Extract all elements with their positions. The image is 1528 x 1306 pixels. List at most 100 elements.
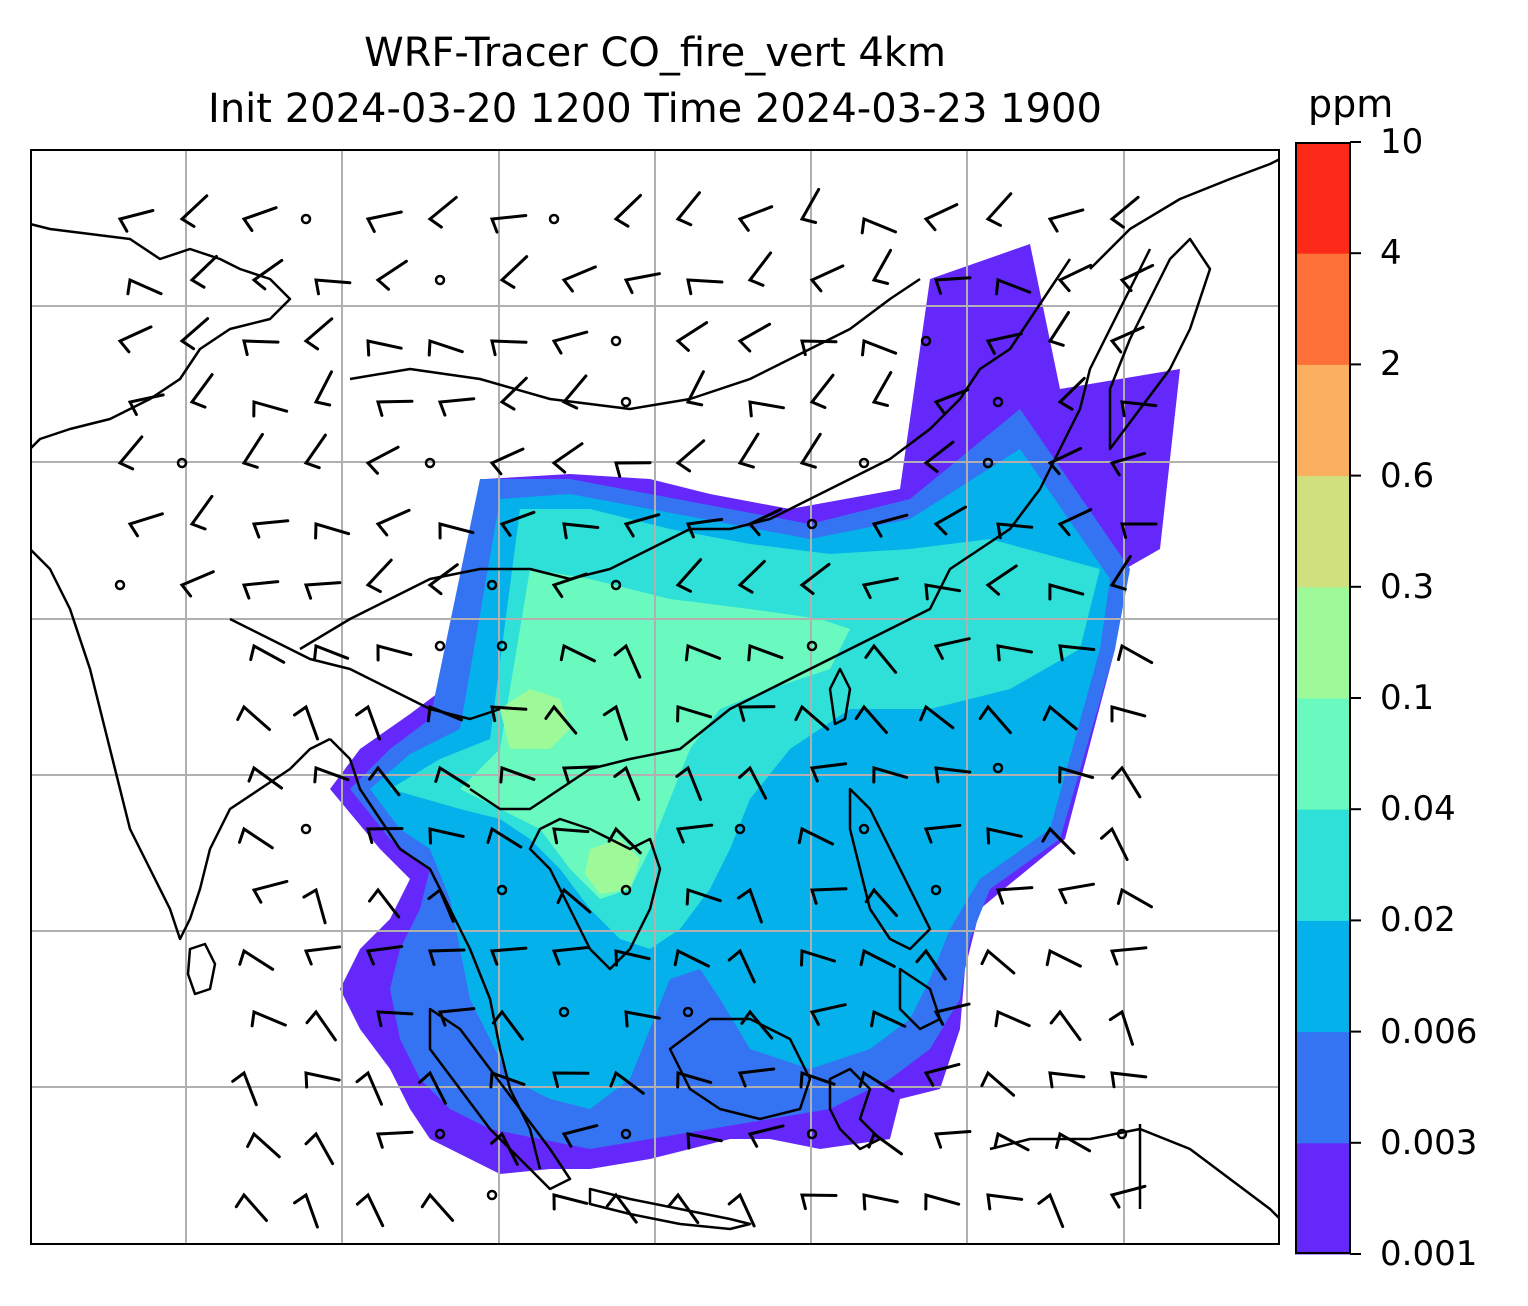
wind-barb xyxy=(368,765,401,797)
calm-circle xyxy=(300,823,312,835)
wind-barb xyxy=(355,1070,383,1106)
wind-barb xyxy=(685,370,705,407)
coastline-taiwan xyxy=(828,667,852,726)
wind-barb xyxy=(1047,208,1085,233)
calm-circle xyxy=(434,274,446,286)
wind-barb xyxy=(303,317,334,351)
wind-barb xyxy=(242,339,280,357)
wind-barb xyxy=(251,258,284,291)
wind-barb xyxy=(614,949,651,967)
wind-barb xyxy=(871,513,909,538)
wind-barb xyxy=(986,1193,1024,1211)
calm-circle xyxy=(682,1006,694,1018)
wind-barb xyxy=(1116,887,1153,909)
wind-barb xyxy=(861,338,898,357)
wind-barb xyxy=(675,191,701,227)
wind-barb xyxy=(376,1010,414,1028)
wind-barb xyxy=(676,704,713,723)
wind-barb xyxy=(809,1003,847,1026)
colorbar-segment xyxy=(1295,809,1351,921)
wind-barb xyxy=(499,510,536,537)
calm-circle xyxy=(434,1128,446,1140)
colorbar-tick-label: 0.1 xyxy=(1380,678,1435,718)
calm-circle xyxy=(920,335,932,347)
wind-barb xyxy=(490,705,528,723)
colorbar-tick-label: 0.6 xyxy=(1380,455,1435,496)
wind-barb xyxy=(809,264,845,293)
wind-barb xyxy=(985,564,1018,596)
wind-barb xyxy=(747,507,783,537)
wind-barb xyxy=(737,432,760,469)
wind-barb xyxy=(314,522,351,540)
wind-barb xyxy=(809,762,848,783)
wind-barb xyxy=(366,827,404,844)
wind-barb xyxy=(675,823,714,844)
wind-barb xyxy=(552,1193,589,1211)
wind-barb xyxy=(933,276,972,295)
wind-barb xyxy=(561,765,600,783)
coastline-sumatra xyxy=(428,1007,572,1191)
wind-barb xyxy=(870,1009,907,1028)
wind-barb xyxy=(1047,446,1083,476)
colorbar-segment xyxy=(1295,1142,1351,1255)
wind-barb xyxy=(859,948,896,968)
wind-barb xyxy=(747,643,784,662)
wind-barb xyxy=(985,192,1013,227)
wind-barb xyxy=(293,1192,319,1229)
colorbar-segment xyxy=(1295,698,1351,810)
lat-lon-gridlines xyxy=(30,149,1280,1245)
tracer-band-0.1 xyxy=(500,689,640,894)
wind-barb xyxy=(438,522,475,540)
wind-barb xyxy=(552,827,590,845)
wind-barbs xyxy=(117,187,1158,1229)
wind-barb xyxy=(794,704,830,731)
wind-barb xyxy=(117,435,144,471)
wind-barb xyxy=(489,1070,526,1089)
colorbar-segment xyxy=(1295,142,1351,254)
wind-barb xyxy=(1057,508,1093,537)
wind-barb xyxy=(313,370,333,407)
wind-barb xyxy=(365,945,404,966)
coastline-malay-peninsula xyxy=(528,817,662,971)
wind-barb xyxy=(1120,400,1158,418)
wind-barb xyxy=(355,1192,385,1228)
wind-barb xyxy=(238,948,275,971)
wind-barb xyxy=(747,251,773,287)
calm-circle xyxy=(806,518,818,530)
wind-barb xyxy=(933,1130,972,1149)
wind-barb xyxy=(1108,1009,1134,1046)
wind-barb xyxy=(1109,1184,1147,1209)
wind-barb xyxy=(980,948,1016,975)
wind-barb xyxy=(1049,1009,1082,1041)
wind-barb xyxy=(609,1070,645,1095)
wind-barb xyxy=(675,321,709,352)
wind-barb xyxy=(923,823,962,844)
wind-barb xyxy=(189,254,218,289)
wind-barb xyxy=(252,400,289,418)
wind-barb xyxy=(737,322,772,353)
wind-barb xyxy=(559,643,596,663)
colorbar-segment xyxy=(1295,364,1351,477)
wind-barb xyxy=(933,1002,971,1026)
calm-circle xyxy=(300,213,312,225)
wind-barb xyxy=(355,704,382,741)
wind-barb xyxy=(860,216,897,235)
calm-circle xyxy=(620,396,632,408)
wind-barb xyxy=(686,278,724,296)
wind-barb xyxy=(1117,643,1154,665)
wind-barb xyxy=(740,1009,774,1040)
wind-barb xyxy=(434,765,471,788)
wind-barb xyxy=(673,948,710,968)
wind-barb xyxy=(117,209,155,233)
wind-barb xyxy=(862,1193,899,1211)
wind-barb xyxy=(675,765,703,802)
wind-barb xyxy=(800,948,836,967)
wind-barb xyxy=(1047,311,1070,347)
coastline-philippines xyxy=(848,787,942,1031)
wind-barb xyxy=(490,339,528,357)
wind-barb xyxy=(365,445,400,475)
wind-barb xyxy=(602,704,629,741)
wind-barb xyxy=(251,519,290,539)
colorbar xyxy=(1295,141,1361,1255)
coastline-india-west xyxy=(30,548,331,941)
